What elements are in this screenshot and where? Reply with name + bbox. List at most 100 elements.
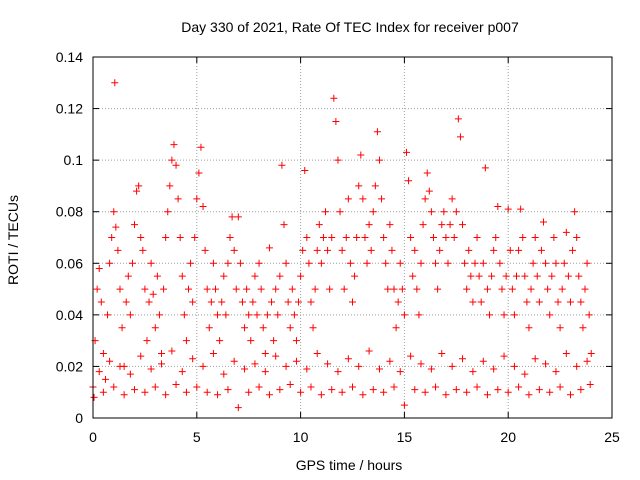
data-point — [583, 259, 591, 267]
data-point — [280, 221, 288, 229]
data-point — [459, 221, 467, 229]
data-point — [552, 368, 560, 376]
data-point — [454, 115, 462, 123]
data-point — [286, 324, 294, 332]
data-point — [384, 285, 392, 293]
y-tick-label: 0 — [75, 410, 83, 426]
data-point — [317, 391, 325, 399]
data-point — [452, 386, 460, 394]
data-point — [149, 290, 157, 298]
data-point — [301, 166, 309, 174]
data-point — [220, 370, 228, 378]
data-point — [415, 311, 423, 319]
data-point — [313, 350, 321, 358]
axis-ticks — [92, 56, 613, 419]
data-point — [141, 388, 149, 396]
data-point — [483, 391, 491, 399]
data-point — [315, 221, 323, 229]
data-point — [334, 368, 342, 376]
data-point — [139, 246, 147, 254]
data-point — [166, 182, 174, 190]
data-point — [461, 259, 469, 267]
data-point — [110, 383, 118, 391]
data-point — [286, 380, 294, 388]
data-point — [111, 79, 119, 87]
data-point — [116, 362, 124, 370]
data-point — [193, 383, 201, 391]
data-point — [579, 324, 587, 332]
data-point — [573, 234, 581, 241]
data-point — [207, 298, 215, 306]
data-point — [427, 208, 435, 216]
data-point — [423, 169, 431, 177]
data-point — [268, 298, 276, 306]
data-point — [245, 388, 253, 396]
data-point — [110, 208, 118, 216]
data-point — [390, 383, 398, 391]
data-point — [513, 272, 521, 280]
data-point — [133, 187, 141, 195]
data-point — [477, 298, 485, 306]
data-point — [556, 383, 564, 391]
data-point — [429, 234, 437, 241]
data-point — [375, 365, 383, 373]
data-point — [191, 234, 199, 241]
data-point — [151, 383, 159, 391]
data-point — [494, 386, 502, 394]
data-point — [330, 94, 338, 102]
data-point — [365, 347, 373, 355]
data-point — [554, 298, 562, 306]
data-point — [490, 246, 498, 254]
data-point — [346, 259, 354, 267]
data-point — [141, 285, 149, 293]
data-point — [162, 234, 170, 241]
data-point — [463, 285, 471, 293]
data-point — [253, 311, 261, 319]
data-point — [486, 311, 494, 319]
data-point — [417, 360, 425, 368]
x-tick-label: 0 — [89, 429, 97, 445]
data-point — [373, 128, 381, 136]
x-tick-label: 15 — [397, 429, 413, 445]
data-point — [515, 246, 523, 254]
data-point — [542, 259, 550, 267]
data-point — [361, 234, 369, 241]
data-point — [209, 259, 217, 267]
data-point — [251, 272, 259, 280]
data-point — [438, 221, 446, 229]
data-point — [569, 246, 577, 254]
data-point — [448, 362, 456, 370]
data-point — [504, 388, 512, 396]
data-point — [201, 246, 209, 254]
y-tick-label: 0.08 — [56, 204, 83, 220]
data-point — [328, 234, 336, 241]
data-point — [371, 182, 379, 190]
data-points — [89, 79, 595, 412]
data-point — [502, 272, 510, 280]
data-point — [465, 246, 473, 254]
data-point — [490, 365, 498, 373]
data-point — [172, 161, 180, 169]
data-point — [278, 161, 286, 169]
data-point — [494, 203, 502, 211]
data-point — [147, 365, 155, 373]
data-point — [471, 259, 479, 267]
data-point — [425, 187, 433, 195]
plot-frame — [92, 56, 613, 419]
data-point — [243, 285, 251, 293]
data-point — [303, 365, 311, 373]
data-point — [355, 182, 363, 190]
data-point — [265, 391, 273, 399]
y-tick-label: 0.1 — [64, 152, 84, 168]
data-point — [469, 368, 477, 376]
data-point — [292, 337, 300, 345]
data-point — [326, 285, 334, 293]
data-point — [575, 272, 583, 280]
data-point — [473, 234, 481, 241]
data-point — [288, 285, 296, 293]
data-point — [263, 311, 271, 319]
data-point — [122, 298, 130, 306]
data-point — [234, 404, 242, 412]
data-point — [417, 259, 425, 267]
data-point — [255, 383, 263, 391]
